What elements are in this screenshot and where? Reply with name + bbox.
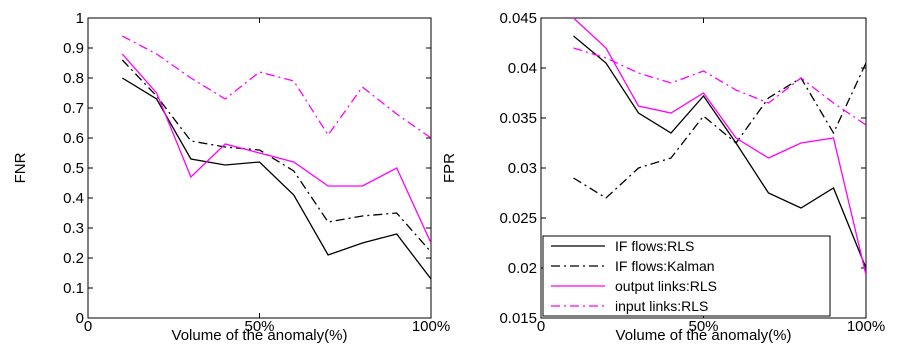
legend-label: IF flows:RLS [615,238,694,254]
series-line-if-flows-kalman [573,62,866,199]
y-tick-label: 0.04 [508,60,537,77]
series-line-output-links-rls [573,17,866,276]
x-tick-label: 50% [688,318,718,335]
legend: IF flows:RLS IF flows:Kalman output links:… [542,235,831,317]
y-tick-label: 0.015 [499,310,537,327]
legend-label: output links:RLS [615,278,717,294]
y-tick-label: 1 [76,10,84,27]
y-axis-label: FPR [441,153,458,183]
y-axis-label: FNR [12,152,29,183]
y-tick-label: 0.03 [508,160,537,177]
y-tick-label: 0.035 [499,110,537,127]
y-tick-label: 0.3 [63,220,84,237]
legend-label: IF flows:Kalman [615,258,715,274]
y-tick-label: 0.4 [63,190,84,207]
x-tick-label: 50% [244,318,274,335]
series-line-input-links-rls [573,47,866,126]
series-line-if-flows-rls [121,77,431,280]
x-tick-label: 100% [412,318,450,335]
x-tick-label: 0 [84,318,92,335]
fnr-chart: 0 0.1 0.2 0.3 0.4 0.5 0.6 0.7 0.8 0.9 1 0 50% 100% Vol… [12,10,450,344]
y-tick-label: 0.1 [63,280,84,297]
series-line-if-flows-rls [573,35,866,269]
y-tick-label: 0.025 [499,210,537,227]
series-line-output-links-rls [121,53,431,244]
y-tick-label: 0.02 [508,260,537,277]
y-tick-label: 0.045 [499,10,537,27]
x-tick-label: 0 [537,318,545,335]
x-axis-label: Volume of the anomaly(%) [172,327,348,344]
fpr-chart: 0.015 0.02 0.025 0.03 0.035 0.04 0.045 0 50% 100%… [441,10,885,344]
x-tick-label: 100% [847,318,885,335]
legend-label: input links:RLS [615,298,708,314]
y-tick-label: 0.6 [63,130,84,147]
y-tick-label: 0.5 [63,160,84,177]
x-axis-label: Volume of the anomaly(%) [616,327,792,344]
y-tick-label: 0.8 [63,70,84,87]
series-line-if-flows-kalman [121,59,431,253]
y-tick-label: 0.2 [63,250,84,267]
y-tick-label: 0.7 [63,100,84,117]
series-line-input-links-rls [121,35,431,139]
y-tick-label: 0 [76,310,84,327]
axes-frame [87,17,432,319]
y-tick-label: 0.9 [63,40,84,57]
legend-box [542,235,831,317]
